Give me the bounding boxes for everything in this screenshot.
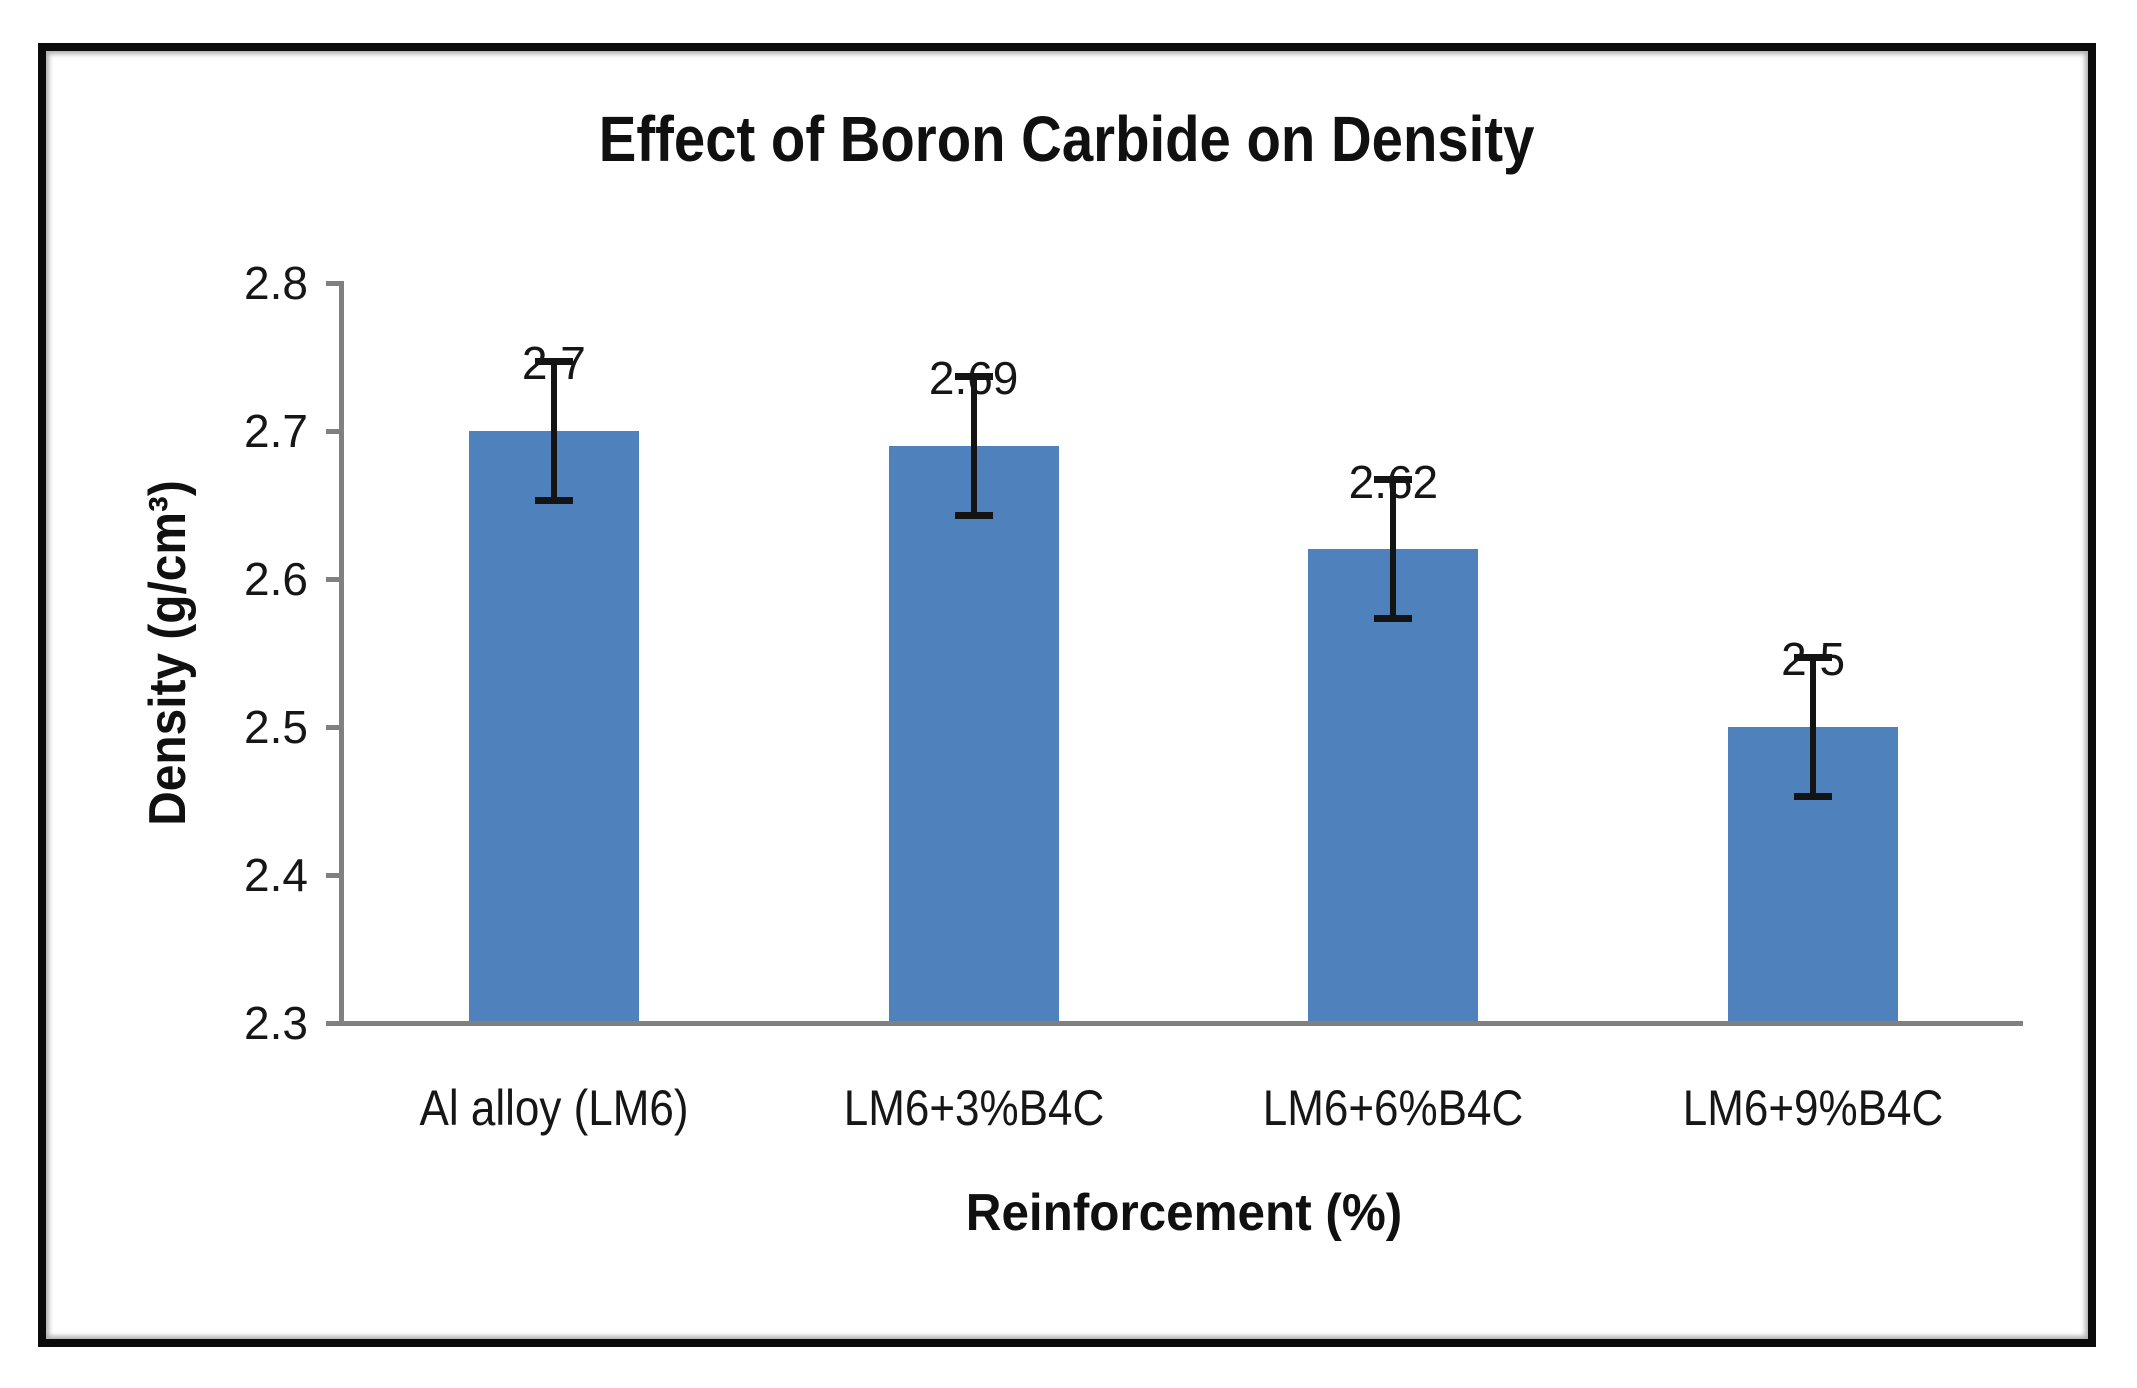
y-tick-label: 2.5: [244, 701, 308, 753]
error-bar-cap-bottom: [1374, 615, 1413, 623]
chart-title: Effect of Boron Carbide on Density: [38, 101, 2096, 177]
y-tick-mark: [326, 872, 344, 878]
x-axis-line: [326, 1020, 2023, 1026]
y-axis-line: [339, 283, 344, 1026]
error-bar-line: [550, 361, 557, 501]
bar-LM6+6%B4C: [1308, 549, 1479, 1023]
error-bar-line: [1810, 657, 1817, 797]
error-bar-cap-top: [1794, 653, 1833, 661]
y-tick-label: 2.3: [244, 997, 308, 1049]
x-axis-title: Reinforcement (%): [965, 1184, 1403, 1242]
error-bar-line: [970, 376, 977, 516]
category-label: LM6+3%B4C: [843, 1080, 1104, 1136]
y-tick-mark: [326, 280, 344, 286]
y-tick-mark: [326, 576, 344, 582]
y-tick-mark: [326, 428, 344, 434]
y-tick-label: 2.4: [244, 849, 308, 901]
error-bar-cap-bottom: [954, 511, 993, 519]
error-bar-cap-bottom: [1794, 793, 1833, 801]
y-tick-label: 2.8: [244, 257, 308, 309]
chart-title-text: Effect of Boron Carbide on Density: [599, 103, 1535, 175]
bar-Al alloy (LM6): [468, 431, 639, 1023]
error-bar-cap-top: [1374, 476, 1413, 484]
chart-border-frame: [38, 43, 2096, 1347]
error-bar-cap-top: [954, 372, 993, 380]
category-label: LM6+9%B4C: [1682, 1080, 1944, 1136]
bar-LM6+3%B4C: [888, 445, 1059, 1023]
y-tick-label: 2.6: [244, 553, 308, 605]
error-bar-line: [1390, 479, 1397, 619]
y-tick-label: 2.7: [244, 405, 308, 457]
category-label: Al alloy (LM6): [419, 1080, 689, 1136]
error-bar-cap-top: [534, 357, 573, 365]
category-label: LM6+6%B4C: [1263, 1080, 1524, 1136]
y-tick-mark: [326, 724, 344, 730]
error-bar-cap-bottom: [534, 497, 573, 505]
